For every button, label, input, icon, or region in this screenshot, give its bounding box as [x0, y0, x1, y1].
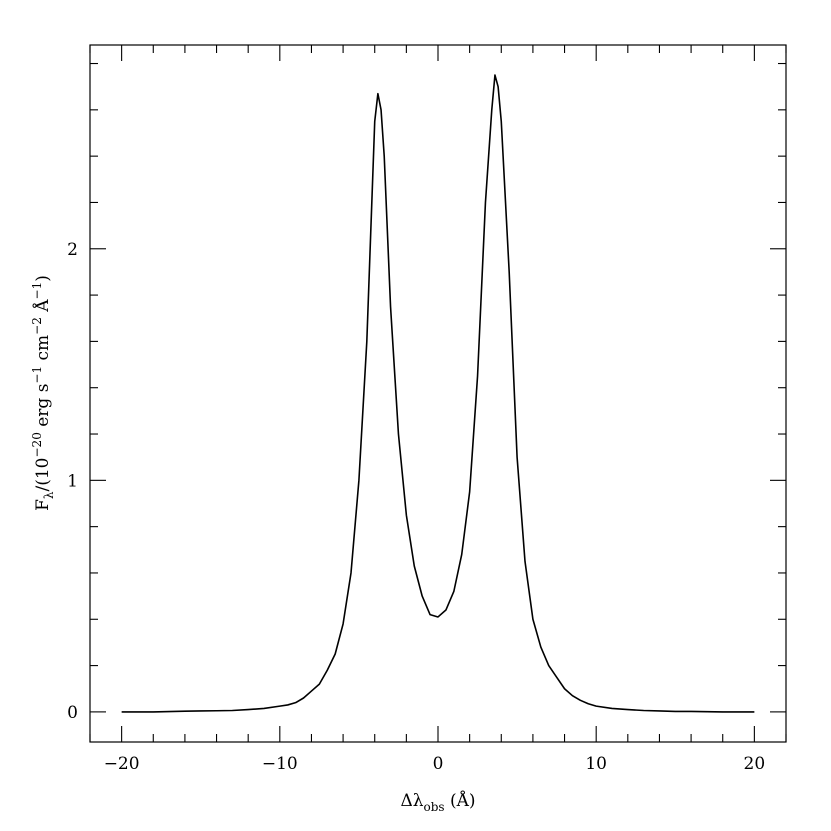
- x-tick-label: 10: [585, 754, 607, 774]
- x-tick-label: 0: [433, 754, 444, 774]
- y-tick-label: 2: [67, 240, 78, 260]
- x-tick-label: 20: [744, 754, 766, 774]
- axis-ticks: [89, 45, 787, 742]
- x-tick-label: −20: [104, 754, 140, 774]
- y-tick-label: 1: [67, 471, 78, 491]
- flux-series-line: [121, 74, 755, 713]
- x-tick-label: −10: [262, 754, 298, 774]
- axis-tick-labels: −20 −10 0 10 20 0 1 2: [67, 240, 765, 774]
- y-axis-label: Fλ/(10−20 erg s−1 cm−2 Å−1): [30, 275, 56, 511]
- plot-frame: [89, 44, 787, 743]
- y-tick-label: 0: [67, 703, 78, 723]
- x-axis-label: Δλobs (Å): [400, 790, 475, 814]
